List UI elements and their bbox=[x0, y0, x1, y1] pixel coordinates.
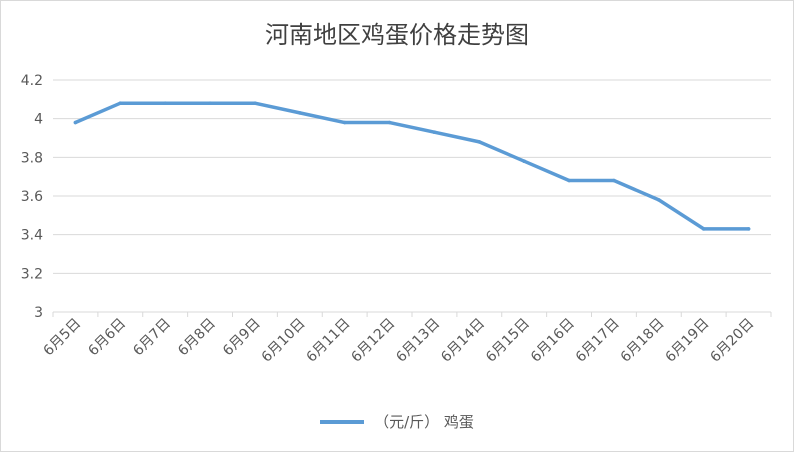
y-tick-label: 4.2 bbox=[21, 73, 43, 89]
y-tick-label: 3.4 bbox=[21, 228, 43, 244]
y-axis: 3 3.2 3.4 3.6 3.8 4 4.2 bbox=[21, 73, 43, 321]
x-tick-label: 6月8日 bbox=[175, 316, 219, 360]
series-line-0 bbox=[73, 101, 751, 231]
y-tick-label: 3.8 bbox=[21, 150, 43, 166]
data-point bbox=[657, 198, 661, 202]
x-tick-label: 6月7日 bbox=[130, 316, 174, 360]
data-point bbox=[208, 101, 212, 105]
x-tick-label: 6月15日 bbox=[483, 316, 533, 366]
data-point bbox=[298, 111, 302, 115]
x-tick-label: 6月18日 bbox=[618, 316, 668, 366]
x-tick-label: 6月14日 bbox=[438, 316, 488, 366]
data-point bbox=[701, 227, 706, 231]
y-tick-label: 4 bbox=[34, 112, 43, 128]
data-point bbox=[387, 120, 392, 125]
gridlines bbox=[53, 79, 771, 313]
data-point bbox=[746, 227, 751, 231]
x-tick-label: 6月11日 bbox=[303, 316, 353, 366]
x-tick-label: 6月9日 bbox=[220, 316, 264, 360]
y-tick-label: 3.2 bbox=[21, 266, 43, 282]
data-point bbox=[163, 101, 167, 105]
data-point bbox=[73, 120, 78, 125]
x-tick-label: 6月13日 bbox=[393, 316, 443, 366]
y-tick-label: 3 bbox=[34, 305, 43, 321]
x-tick-label: 6月16日 bbox=[528, 316, 578, 366]
y-tick-label: 3.6 bbox=[21, 189, 43, 205]
chart-title: 河南地区鸡蛋价格走势图 bbox=[265, 21, 529, 49]
legend-swatch bbox=[320, 419, 365, 424]
x-tick-label: 6月19日 bbox=[662, 316, 712, 366]
x-tick-label: 6月10日 bbox=[259, 316, 309, 366]
data-point bbox=[118, 101, 123, 105]
data-point bbox=[477, 140, 482, 144]
series-layer bbox=[73, 101, 751, 231]
data-point bbox=[567, 178, 571, 183]
legend-label: （元/斤） 鸡蛋 bbox=[374, 413, 474, 431]
legend: （元/斤） 鸡蛋 bbox=[1, 411, 793, 432]
data-point bbox=[342, 120, 347, 125]
data-point bbox=[432, 130, 437, 134]
x-tick-label: 6月20日 bbox=[707, 316, 757, 366]
x-tick-label: 6月6日 bbox=[85, 316, 129, 360]
data-point bbox=[253, 101, 257, 105]
x-tick-label: 6月12日 bbox=[348, 316, 398, 366]
x-tick-label: 6月5日 bbox=[41, 316, 85, 360]
data-point bbox=[522, 159, 526, 163]
data-point bbox=[612, 178, 616, 183]
x-tick-label: 6月17日 bbox=[573, 316, 623, 366]
x-axis: 6月5日 6月6日 6月7日 6月8日 6月9日6月10日6月11日6月12日6月13日… bbox=[41, 311, 772, 366]
